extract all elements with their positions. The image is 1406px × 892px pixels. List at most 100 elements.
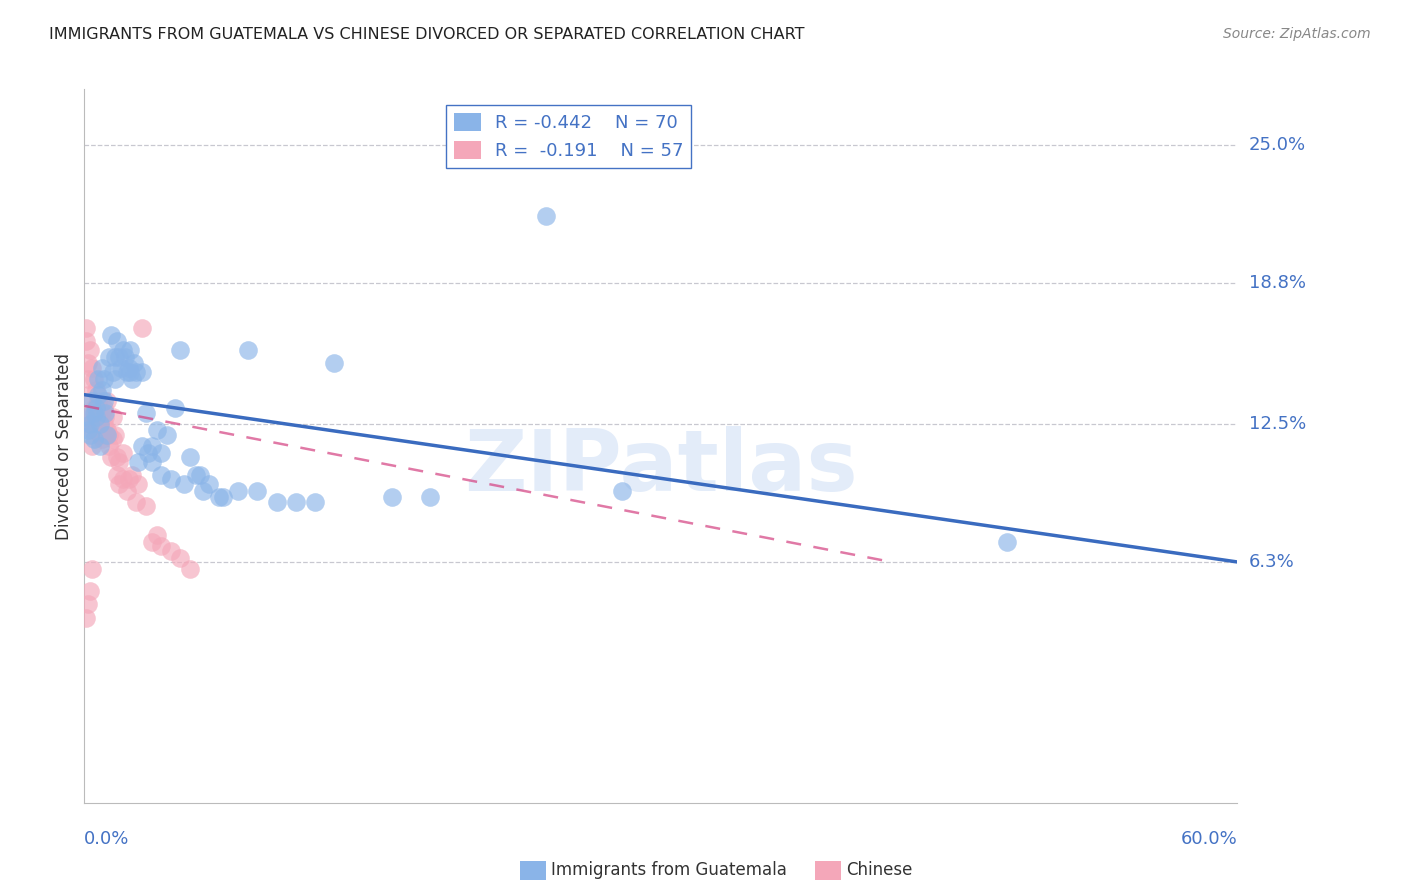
Point [79, 417, 101, 431]
Point [198, 476, 221, 491]
Point [84, 410, 107, 425]
Text: 6.3%: 6.3% [1249, 553, 1295, 571]
Point [266, 494, 288, 508]
Point [121, 467, 143, 482]
Point [84, 424, 107, 438]
Point [146, 528, 169, 542]
Point [77, 387, 100, 401]
Point [104, 372, 127, 386]
Point [111, 473, 134, 487]
Point [94, 428, 117, 442]
Point [103, 366, 124, 380]
Point [93, 372, 115, 386]
Point [612, 483, 634, 498]
Point [75, 334, 97, 349]
Point [159, 473, 183, 487]
Point [117, 473, 139, 487]
Point [79, 428, 101, 442]
Point [98, 350, 121, 364]
Point [87, 372, 110, 386]
Point [79, 583, 101, 598]
Point [105, 467, 128, 482]
Point [89, 417, 111, 431]
Point [100, 450, 122, 464]
Y-axis label: Divorced or Separated: Divorced or Separated [55, 352, 73, 540]
Text: 25.0%: 25.0% [1249, 136, 1306, 154]
Point [284, 494, 307, 508]
Point [89, 417, 111, 431]
Point [103, 433, 124, 447]
Point [84, 384, 107, 398]
Point [83, 372, 105, 386]
Point [105, 450, 128, 464]
Point [94, 410, 117, 425]
Point [96, 424, 118, 438]
Point [93, 394, 115, 409]
Point [89, 428, 111, 442]
Point [115, 483, 138, 498]
Point [120, 343, 142, 357]
Point [77, 372, 100, 386]
Point [100, 327, 122, 342]
Point [108, 350, 131, 364]
Point [83, 410, 105, 425]
Point [304, 494, 326, 508]
Point [146, 424, 169, 438]
Legend: R = -0.442    N = 70, R =  -0.191    N = 57: R = -0.442 N = 70, R = -0.191 N = 57 [446, 105, 690, 168]
Point [120, 366, 142, 380]
Point [534, 209, 557, 223]
Point [93, 401, 115, 416]
Point [114, 350, 136, 364]
Point [103, 410, 124, 425]
Point [179, 450, 201, 464]
Point [179, 562, 201, 576]
Text: Immigrants from Guatemala: Immigrants from Guatemala [551, 861, 787, 879]
Point [419, 490, 441, 504]
Point [96, 394, 118, 409]
Point [104, 350, 127, 364]
Point [96, 428, 118, 442]
Point [135, 405, 157, 419]
Point [98, 428, 121, 442]
Point [236, 343, 259, 357]
Point [90, 405, 112, 419]
Point [104, 428, 127, 442]
Point [98, 439, 121, 453]
Point [90, 384, 112, 398]
Point [80, 424, 103, 438]
Text: ZIPatlas: ZIPatlas [464, 425, 858, 509]
Point [83, 405, 105, 419]
Point [141, 534, 163, 549]
Point [131, 320, 153, 334]
Point [77, 424, 100, 438]
Point [173, 476, 195, 491]
Point [77, 356, 100, 371]
Point [125, 494, 148, 508]
Point [127, 476, 149, 491]
Point [121, 372, 143, 386]
Point [131, 439, 153, 453]
Point [381, 490, 404, 504]
Point [75, 320, 97, 334]
Point [169, 550, 191, 565]
Point [80, 562, 103, 576]
Point [136, 445, 159, 460]
Point [108, 455, 131, 469]
Point [111, 343, 134, 357]
Point [127, 455, 149, 469]
Point [188, 467, 211, 482]
Point [93, 417, 115, 431]
Point [159, 543, 183, 558]
Text: Chinese: Chinese [846, 861, 912, 879]
Point [110, 361, 132, 376]
Point [150, 539, 173, 553]
Point [79, 417, 101, 431]
Point [80, 394, 103, 409]
Point [79, 343, 101, 357]
Point [108, 476, 131, 491]
Point [169, 343, 191, 357]
Point [75, 610, 97, 624]
Point [75, 410, 97, 425]
Text: 18.8%: 18.8% [1249, 274, 1306, 293]
Text: Source: ZipAtlas.com: Source: ZipAtlas.com [1223, 27, 1371, 41]
